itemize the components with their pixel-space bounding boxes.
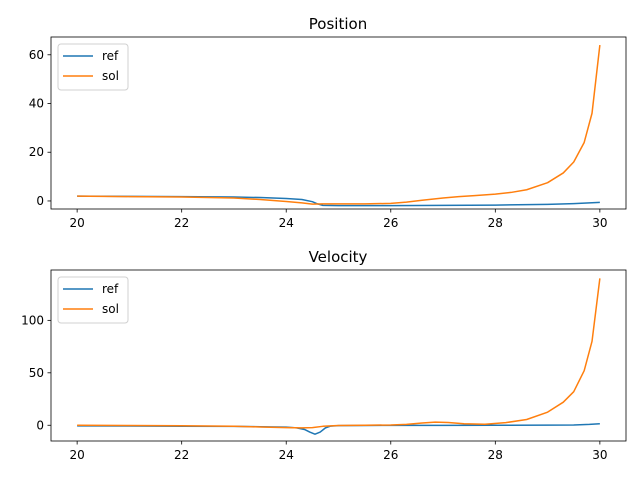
velocity-ytick-label: 0 xyxy=(36,418,44,432)
position-xtick-label: 22 xyxy=(174,216,189,230)
velocity-ticks: 20 22 24 26 28 30 0 50 100 xyxy=(21,313,607,462)
velocity-subplot: Velocity 20 22 24 26 28 30 0 50 100 ref sol xyxy=(21,248,627,462)
position-ytick-label: 40 xyxy=(29,97,44,111)
position-xtick-label: 30 xyxy=(592,216,607,230)
velocity-xtick-label: 24 xyxy=(279,448,294,462)
velocity-series-sol xyxy=(77,278,601,429)
position-xtick-label: 24 xyxy=(279,216,294,230)
position-axes-frame xyxy=(50,36,627,210)
velocity-xtick-label: 28 xyxy=(488,448,503,462)
velocity-xtick-label: 20 xyxy=(69,448,84,462)
position-lines xyxy=(77,44,601,207)
velocity-xtick-label: 30 xyxy=(592,448,607,462)
position-legend-label-ref: ref xyxy=(102,49,119,63)
position-title: Position xyxy=(309,15,367,33)
position-ytick-label: 20 xyxy=(29,145,44,159)
position-xtick-label: 20 xyxy=(69,216,84,230)
position-ytick-label: 60 xyxy=(29,48,44,62)
position-series-sol xyxy=(77,44,601,205)
velocity-ytick-label: 100 xyxy=(21,313,44,327)
velocity-title: Velocity xyxy=(309,248,368,266)
velocity-legend-label-sol: sol xyxy=(102,302,119,316)
velocity-lines xyxy=(77,278,601,435)
velocity-ytick-label: 50 xyxy=(29,366,44,380)
position-xtick-label: 26 xyxy=(383,216,398,230)
position-ytick-label: 0 xyxy=(36,194,44,208)
position-ticks: 20 22 24 26 28 30 0 20 40 60 xyxy=(29,48,608,230)
velocity-xtick-label: 26 xyxy=(383,448,398,462)
position-xtick-label: 28 xyxy=(488,216,503,230)
position-subplot: Position 20 22 24 26 28 30 0 20 40 60 ref sol xyxy=(29,15,627,230)
position-legend-label-sol: sol xyxy=(102,69,119,83)
position-legend: ref sol xyxy=(57,43,129,91)
velocity-axes-frame xyxy=(50,269,627,442)
velocity-legend: ref sol xyxy=(57,276,129,324)
velocity-legend-label-ref: ref xyxy=(102,282,119,296)
velocity-xtick-label: 22 xyxy=(174,448,189,462)
